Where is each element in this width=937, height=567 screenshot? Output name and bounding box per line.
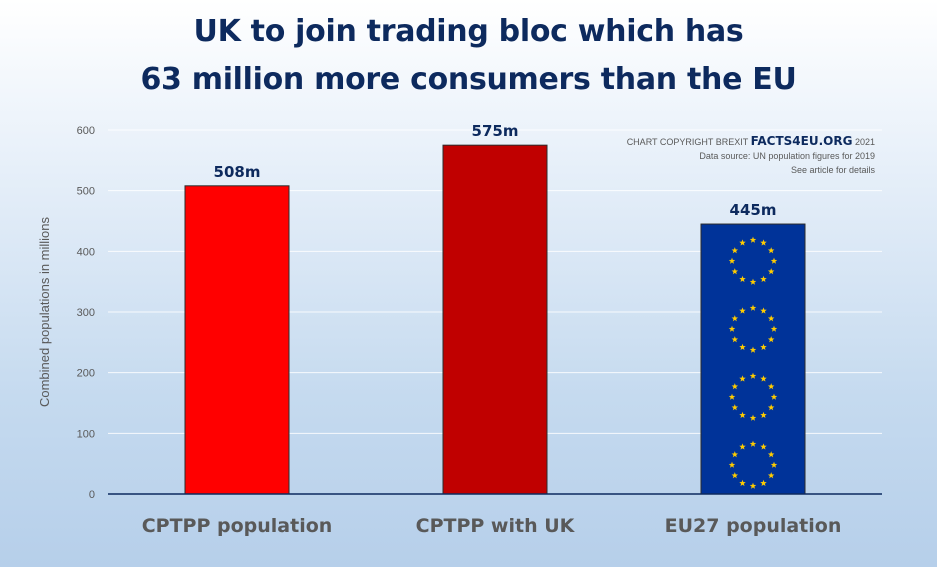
y-tick-label: 500 xyxy=(77,186,95,198)
category-label: EU27 population xyxy=(665,515,842,537)
category-label: CPTPP with UK xyxy=(416,515,576,537)
copyright-year: 2021 xyxy=(854,137,875,147)
y-axis-label: Combined populations in millions xyxy=(37,216,52,407)
data-label: 575m xyxy=(472,122,519,140)
bar-cptpp-with-uk xyxy=(442,144,548,495)
y-tick-label: 0 xyxy=(89,489,95,501)
data-source-note: Data source: UN population figures for 2… xyxy=(699,151,875,161)
y-tick-label: 600 xyxy=(77,125,95,137)
bar-cptpp-population xyxy=(184,185,290,495)
y-tick-label: 300 xyxy=(77,307,95,319)
copyright-note: CHART COPYRIGHT BREXIT FACTS4EU.ORG 2021… xyxy=(627,134,875,177)
y-tick-label: 200 xyxy=(77,368,95,380)
y-tick-label: 400 xyxy=(77,246,95,258)
copyright-prefix: CHART COPYRIGHT BREXIT xyxy=(626,137,749,147)
article-note: See article for details xyxy=(790,165,875,175)
chart-title: UK to join trading bloc which has 63 mil… xyxy=(0,8,937,104)
data-label: 445m xyxy=(730,201,777,219)
data-label: 508m xyxy=(214,163,261,181)
y-tick-label: 100 xyxy=(77,428,95,440)
copyright-line: CHART COPYRIGHT BREXIT FACTS4EU.ORG 2021 xyxy=(627,134,875,149)
brand-name: FACTS4EU.ORG xyxy=(750,134,853,148)
category-label: CPTPP population xyxy=(142,515,333,537)
title-line-2: 63 million more consumers than the EU xyxy=(140,62,797,97)
eu-flag-stars xyxy=(701,227,805,495)
title-line-1: UK to join trading bloc which has xyxy=(193,14,744,49)
